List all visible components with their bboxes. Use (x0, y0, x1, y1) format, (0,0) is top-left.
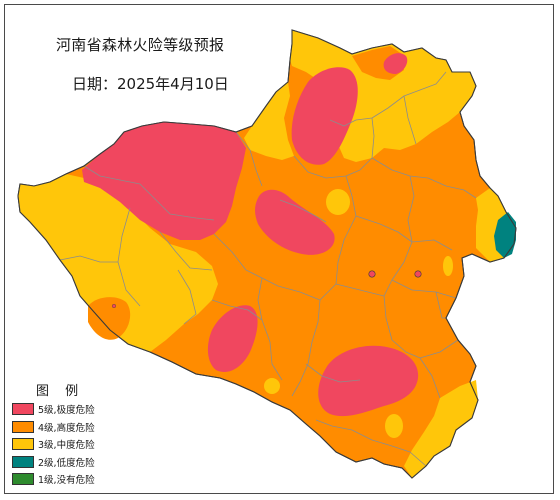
region-level5-northwest (82, 122, 246, 240)
legend-swatch-level2 (12, 456, 34, 468)
province-outline (17, 29, 517, 479)
legend-label-level3: 3级,中度危险 (38, 440, 95, 451)
region-level3-northwest (244, 82, 294, 160)
legend-label-level4: 4级,高度危险 (38, 423, 95, 434)
legend-item-level3: 3级,中度危险 (12, 437, 95, 451)
legend-swatch-level5 (12, 403, 34, 415)
region-level5-dot-east (414, 270, 422, 278)
region-level3-south-patch (385, 414, 403, 438)
region-level3-southeast (404, 380, 478, 478)
region-level5-central (255, 189, 335, 255)
legend-label-level5: 5级,极度危险 (38, 405, 95, 416)
legend-item-level2: 2级,低度危险 (12, 455, 95, 469)
legend-swatch-level3 (12, 438, 34, 450)
legend-item-level1: 1级,没有危险 (12, 472, 95, 486)
region-level5-north (291, 67, 358, 165)
legend-title: 图 例 (36, 384, 85, 399)
county-boundaries (59, 71, 477, 467)
region-level3-southwest-patch (264, 378, 280, 394)
region-level4-pocket-west (88, 297, 131, 340)
region-level2-east (494, 212, 516, 258)
region-level3-east-patch (443, 256, 453, 276)
legend-label-level2: 2级,低度危险 (38, 458, 95, 469)
region-level3-central-patch (326, 189, 350, 215)
legend-label-level1: 1级,没有危险 (38, 475, 95, 486)
map-title: 河南省森林火险等级预报 (56, 36, 225, 54)
region-level5-south (318, 345, 419, 417)
forecast-date: 日期：2025年4月10日 (72, 75, 229, 93)
region-level5-southwest (207, 305, 258, 372)
legend-swatch-level4 (12, 421, 34, 433)
region-level5-dot-central (368, 270, 376, 278)
legend-item-level4: 4级,高度危险 (12, 420, 95, 434)
region-level5-anyang (383, 53, 408, 74)
legend-item-level5: 5级,极度危险 (12, 402, 95, 416)
legend-swatch-level1 (12, 473, 34, 485)
region-level5-dot-west (111, 304, 116, 309)
